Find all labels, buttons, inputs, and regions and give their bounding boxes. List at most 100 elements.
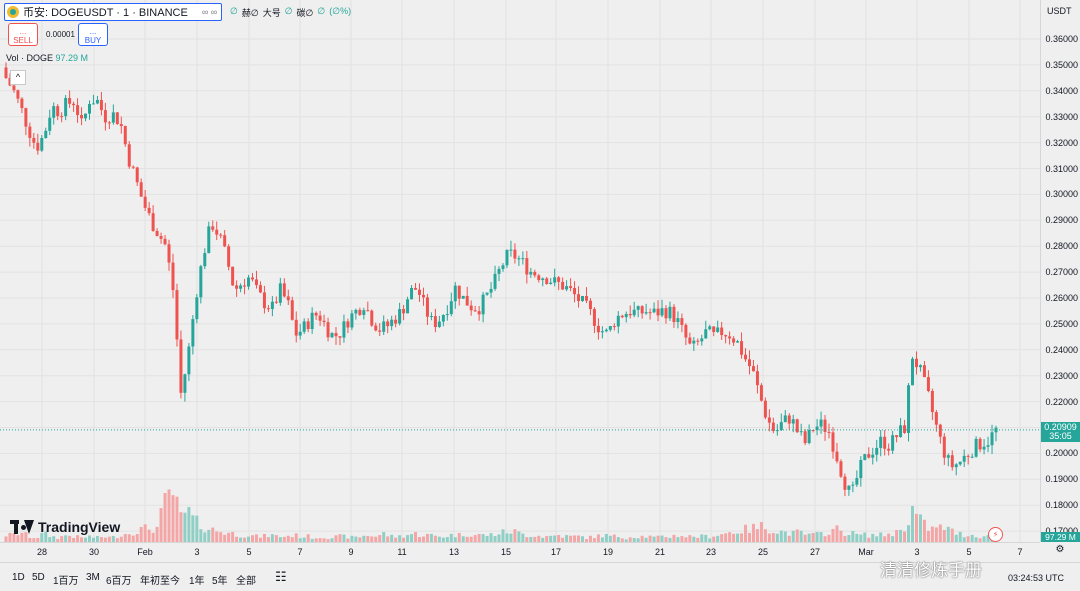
- volume-bar: [68, 535, 72, 542]
- lightning-icon[interactable]: ⚡: [988, 527, 1003, 542]
- volume-bar: [449, 533, 453, 542]
- chart-area[interactable]: 币安: DOGEUSDT · 1 · BINANCE ∞ ∞ ∅ 赫∅ 大号 ∅…: [0, 0, 1040, 542]
- volume-bar: [12, 533, 16, 542]
- candle-body: [147, 207, 151, 214]
- candle-body: [859, 460, 863, 479]
- candle-body: [334, 333, 338, 337]
- candle-body: [827, 431, 831, 433]
- volume-bar: [700, 534, 704, 542]
- volume-bar: [549, 535, 553, 542]
- timeframe-button[interactable]: 1年: [189, 576, 205, 587]
- candle-body: [871, 454, 875, 458]
- volume-bar: [517, 531, 521, 542]
- utc-clock[interactable]: 03:24:53 UTC: [1008, 573, 1065, 583]
- candle-body: [875, 447, 879, 455]
- candle-body: [84, 113, 88, 119]
- sell-button[interactable]: ... SELL: [8, 23, 38, 46]
- volume-bar: [461, 536, 465, 542]
- symbol-header-menu-icon[interactable]: ∞ ∞: [201, 7, 218, 17]
- volume-bar: [569, 535, 573, 542]
- timeframe-button[interactable]: 1D: [12, 572, 25, 583]
- volume-bar: [139, 527, 143, 542]
- symbol-title[interactable]: 币安: DOGEUSDT · 1 · BINANCE: [23, 7, 188, 19]
- volume-bar: [318, 538, 322, 542]
- candle-body: [326, 322, 330, 338]
- price-scale[interactable]: USDT 0.36000 0.35000 0.34000 0.33000 0.32000…: [1040, 0, 1080, 542]
- volume-bar: [477, 533, 481, 542]
- time-axis[interactable]: 28 30 Feb 3 5 7 9 11 13 15 17 19 21 23 25 27 Mar 3 5 7: [0, 542, 1040, 561]
- candle-body: [195, 297, 199, 320]
- volume-bar: [231, 531, 235, 542]
- candle-body: [911, 358, 915, 386]
- last-price-value: 0.20909: [1044, 422, 1077, 432]
- candle-body: [867, 454, 871, 458]
- tradingview-logo-icon: [10, 520, 34, 534]
- time-label: 15: [500, 547, 512, 557]
- volume-bar: [648, 535, 652, 542]
- collapse-legend-icon[interactable]: ^: [10, 70, 26, 85]
- candle-body: [370, 310, 374, 326]
- volume-bar: [334, 535, 338, 542]
- volume-bar: [811, 532, 815, 542]
- volume-bar: [433, 535, 437, 542]
- volume-bar: [509, 533, 513, 542]
- volume-bar: [4, 536, 8, 542]
- volume-bar: [207, 529, 211, 542]
- volume-bar: [581, 536, 585, 542]
- volume-bar: [612, 534, 616, 542]
- volume-bar: [465, 536, 469, 542]
- candle-body: [581, 296, 585, 302]
- volume-bar: [402, 537, 406, 542]
- timeframe-button[interactable]: 5D: [32, 572, 45, 583]
- volume-bar: [696, 537, 700, 542]
- timeframe-button[interactable]: 全部: [236, 576, 256, 587]
- candle-body: [243, 285, 247, 287]
- candle-body: [855, 478, 859, 485]
- volume-bar: [759, 522, 763, 542]
- calendar-goto-icon[interactable]: ☷: [275, 569, 287, 584]
- candle-body: [728, 336, 732, 339]
- time-label: 5: [246, 547, 252, 557]
- buy-button[interactable]: ... BUY: [78, 23, 108, 46]
- timeframe-button[interactable]: 6百万: [106, 576, 132, 587]
- candle-body: [851, 484, 855, 486]
- volume-bar: [573, 535, 577, 542]
- candle-body: [131, 166, 135, 168]
- candle-body: [533, 271, 537, 276]
- timeframe-button[interactable]: 1百万: [53, 576, 79, 587]
- symbol-header[interactable]: 币安: DOGEUSDT · 1 · BINANCE ∞ ∞: [4, 3, 223, 21]
- tradingview-logo[interactable]: TradingView: [10, 519, 120, 535]
- volume-bar: [306, 534, 310, 542]
- volume-bar: [827, 534, 831, 542]
- volume-bar: [473, 535, 477, 542]
- candle-body: [632, 309, 636, 316]
- volume-bar: [930, 526, 934, 542]
- volume-bar: [879, 532, 883, 542]
- ohlc-change: ∅: [317, 6, 326, 16]
- candle-body: [791, 419, 795, 424]
- candle-body: [421, 294, 425, 298]
- candle-body: [692, 340, 696, 344]
- price-tick: 0.24000: [1045, 344, 1078, 355]
- candlestick-chart[interactable]: [0, 0, 1040, 542]
- volume-bar: [557, 535, 561, 542]
- volume-bar: [934, 527, 938, 542]
- candle-body: [958, 461, 962, 465]
- candle-body: [891, 435, 895, 451]
- volume-bar: [429, 533, 433, 542]
- time-label: 21: [654, 547, 666, 557]
- timeframe-button[interactable]: 3M: [86, 572, 100, 583]
- candle-body: [724, 335, 728, 337]
- price-scale-unit[interactable]: USDT: [1047, 6, 1072, 16]
- chart-settings-icon[interactable]: ⚙: [1055, 544, 1065, 555]
- candle-body: [87, 104, 91, 114]
- volume-bar: [20, 532, 24, 542]
- volume-bar: [704, 534, 708, 542]
- volume-bar: [469, 536, 473, 542]
- volume-legend[interactable]: Vol · DOGE 97.29 M: [6, 53, 88, 63]
- volume-bar: [584, 539, 588, 542]
- timeframe-button[interactable]: 年初至今: [140, 576, 180, 587]
- timeframe-button[interactable]: 5年: [212, 576, 228, 587]
- volume-bar: [914, 513, 918, 542]
- candle-body: [362, 310, 366, 315]
